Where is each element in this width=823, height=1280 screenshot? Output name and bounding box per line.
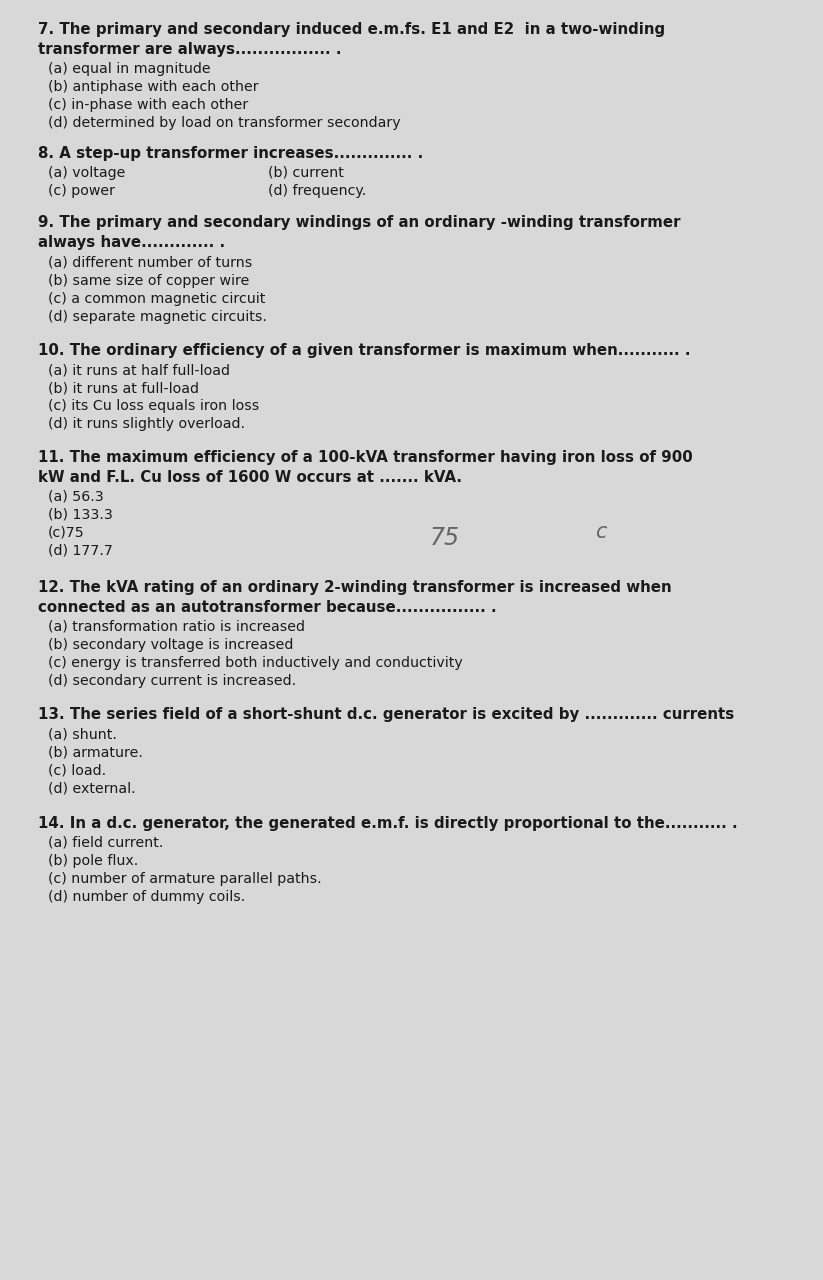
Text: 14. In a d.c. generator, the generated e.m.f. is directly proportional to the...: 14. In a d.c. generator, the generated e… — [38, 817, 737, 831]
Text: (a) transformation ratio is increased: (a) transformation ratio is increased — [48, 620, 305, 634]
Text: (b) antiphase with each other: (b) antiphase with each other — [48, 79, 258, 93]
Text: (b) current: (b) current — [268, 166, 344, 180]
Text: connected as an autotransformer because................ .: connected as an autotransformer because.… — [38, 600, 496, 614]
Text: (c) number of armature parallel paths.: (c) number of armature parallel paths. — [48, 872, 322, 886]
Text: 7. The primary and secondary induced e.m.fs. E1 and E2  in a two-winding: 7. The primary and secondary induced e.m… — [38, 22, 665, 37]
Text: (c) energy is transferred both inductively and conductivity: (c) energy is transferred both inductive… — [48, 655, 463, 669]
Text: 12. The kVA rating of an ordinary 2-winding transformer is increased when: 12. The kVA rating of an ordinary 2-wind… — [38, 580, 672, 595]
Text: (a) field current.: (a) field current. — [48, 836, 164, 850]
Text: (b) pole flux.: (b) pole flux. — [48, 854, 138, 868]
Text: (d) it runs slightly overload.: (d) it runs slightly overload. — [48, 417, 245, 431]
Text: (a) 56.3: (a) 56.3 — [48, 490, 104, 504]
Text: (d) 177.7: (d) 177.7 — [48, 544, 113, 558]
Text: (c) power: (c) power — [48, 184, 115, 198]
Text: always have............. .: always have............. . — [38, 236, 226, 250]
Text: (d) number of dummy coils.: (d) number of dummy coils. — [48, 890, 245, 904]
Text: kW and F.L. Cu loss of 1600 W occurs at ....... kVA.: kW and F.L. Cu loss of 1600 W occurs at … — [38, 470, 462, 485]
Text: (a) different number of turns: (a) different number of turns — [48, 256, 253, 270]
Text: (c) a common magnetic circuit: (c) a common magnetic circuit — [48, 292, 265, 306]
Text: (d) secondary current is increased.: (d) secondary current is increased. — [48, 675, 296, 689]
Text: c: c — [595, 522, 607, 541]
Text: (b) secondary voltage is increased: (b) secondary voltage is increased — [48, 637, 293, 652]
Text: (c) load.: (c) load. — [48, 763, 106, 777]
Text: (b) same size of copper wire: (b) same size of copper wire — [48, 274, 249, 288]
Text: 75: 75 — [430, 526, 460, 550]
Text: 9. The primary and secondary windings of an ordinary -winding transformer: 9. The primary and secondary windings of… — [38, 215, 681, 230]
Text: 10. The ordinary efficiency of a given transformer is maximum when........... .: 10. The ordinary efficiency of a given t… — [38, 343, 690, 358]
Text: (a) it runs at half full-load: (a) it runs at half full-load — [48, 364, 230, 378]
Text: (d) separate magnetic circuits.: (d) separate magnetic circuits. — [48, 310, 267, 324]
Text: 11. The maximum efficiency of a 100-kVA transformer having iron loss of 900: 11. The maximum efficiency of a 100-kVA … — [38, 451, 693, 465]
Text: (b) it runs at full-load: (b) it runs at full-load — [48, 381, 199, 396]
Text: 8. A step-up transformer increases.............. .: 8. A step-up transformer increases......… — [38, 146, 423, 161]
Text: 13. The series field of a short-shunt d.c. generator is excited by .............: 13. The series field of a short-shunt d.… — [38, 707, 734, 722]
Text: (a) shunt.: (a) shunt. — [48, 727, 117, 741]
Text: (c) its Cu loss equals iron loss: (c) its Cu loss equals iron loss — [48, 399, 259, 413]
Text: transformer are always................. .: transformer are always................. … — [38, 42, 342, 58]
Text: (d) external.: (d) external. — [48, 781, 136, 795]
Text: (a) equal in magnitude: (a) equal in magnitude — [48, 61, 211, 76]
Text: (c)75: (c)75 — [48, 526, 85, 540]
Text: (d) frequency.: (d) frequency. — [268, 184, 366, 198]
Text: (b) 133.3: (b) 133.3 — [48, 508, 113, 522]
Text: (c) in-phase with each other: (c) in-phase with each other — [48, 99, 249, 111]
Text: (a) voltage: (a) voltage — [48, 166, 125, 180]
Text: (d) determined by load on transformer secondary: (d) determined by load on transformer se… — [48, 116, 401, 131]
Text: (b) armature.: (b) armature. — [48, 745, 143, 759]
